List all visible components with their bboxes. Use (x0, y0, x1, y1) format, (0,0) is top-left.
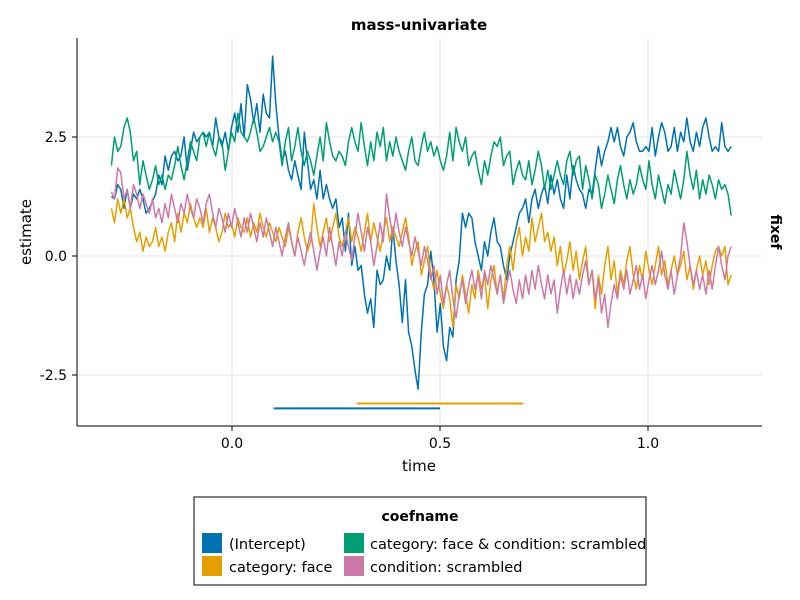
series-lines (110, 55, 732, 391)
chart-title: mass-univariate (351, 16, 487, 34)
legend-swatch-face-scrambled (344, 533, 364, 553)
series-line-category-face-condition-scrambled (110, 112, 732, 216)
y-tick-label: -2.5 (40, 368, 67, 384)
legend-box (193, 496, 647, 586)
x-tick-label: 1.0 (637, 436, 659, 452)
facet-label: fixef (767, 215, 783, 251)
x-axis-label: time (402, 457, 436, 475)
legend-label-scrambled: condition: scrambled (370, 560, 522, 576)
series-line-intercept (110, 55, 732, 391)
series-line-condition-scrambled (110, 167, 732, 329)
x-tick-label: 0.0 (221, 436, 243, 452)
x-tick-label: 0.5 (429, 436, 451, 452)
legend-label-face-scrambled: category: face & condition: scrambled (370, 537, 646, 553)
legend-title: coefname (382, 509, 459, 525)
significance-bars (273, 402, 524, 410)
y-axis-label: estimate (17, 199, 35, 265)
legend-label-face: category: face (229, 560, 332, 576)
legend-label-intercept: (Intercept) (229, 537, 306, 553)
y-tick-label: 2.5 (45, 130, 67, 146)
legend-swatch-scrambled (344, 556, 364, 576)
legend-swatch-face (202, 556, 222, 576)
axis-ticks: 0.0 0.5 1.0 2.5 0.0 -2.5 (40, 130, 659, 452)
legend: coefname (Intercept) category: face & co… (193, 496, 647, 586)
y-tick-label: 0.0 (45, 249, 67, 265)
legend-swatch-intercept (202, 533, 222, 553)
